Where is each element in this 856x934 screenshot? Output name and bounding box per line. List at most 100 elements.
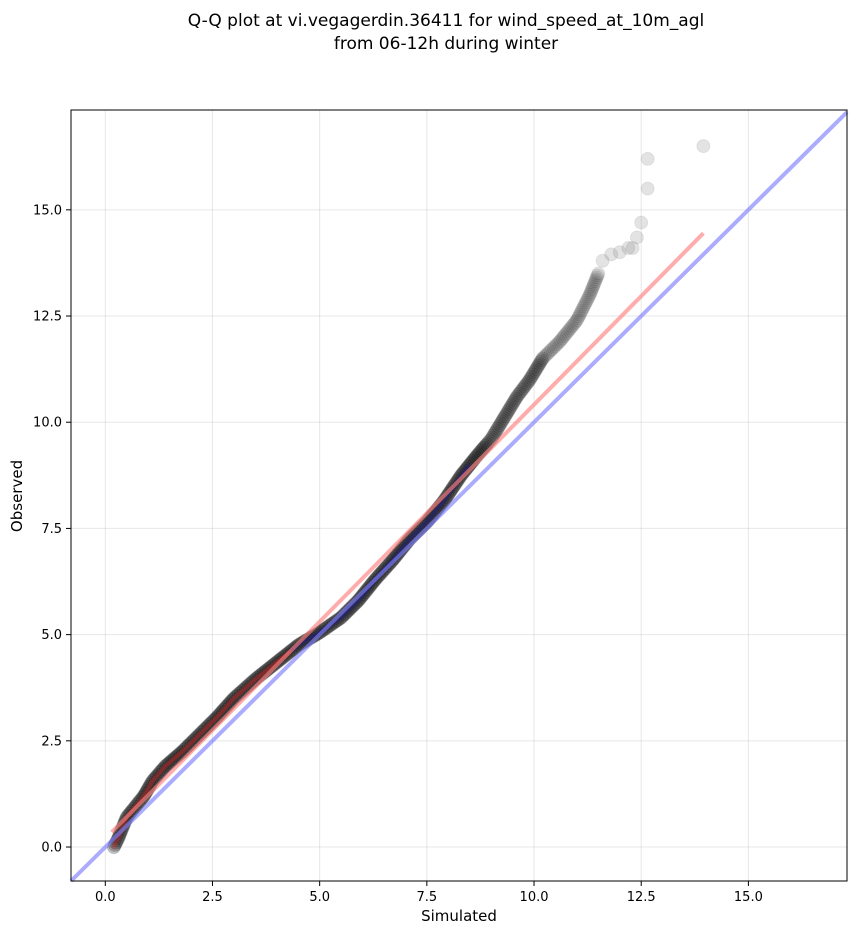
data-point [555,331,570,346]
x-tick-label: 10.0 [520,890,549,905]
data-point [558,327,573,342]
data-point-core [229,697,235,703]
data-point-core [165,761,171,767]
data-point [580,291,595,306]
data-point [497,410,512,425]
data-point [563,321,578,336]
chart-title-line-2: from 06-12h during winter [334,34,558,54]
data-point [490,421,505,436]
data-point-core [224,703,230,709]
data-point [586,278,601,293]
data-point [556,329,571,344]
data-point [356,587,371,602]
data-point [513,384,528,399]
data-point-core [261,670,267,676]
data-point [148,770,163,785]
data-point [585,281,600,296]
data-point-core [148,780,154,786]
data-point [511,388,526,403]
data-point [515,382,530,397]
data-point [578,295,593,310]
data-point [170,748,185,763]
grid [71,110,847,881]
data-point-core [147,782,153,788]
data-point-core [204,724,210,730]
y-tick-label: 2.5 [41,734,62,749]
data-point-core [184,744,190,750]
data-point-core [214,714,220,720]
data-point-core [247,681,253,687]
data-point-core [187,741,193,747]
data-point [571,309,586,324]
data-point-core [170,757,176,763]
data-point [584,283,599,298]
data-point [506,395,521,410]
data-point-core [413,530,419,536]
data-point-core [162,763,168,769]
data-point [531,358,546,373]
data-point [537,349,552,364]
data-point [533,355,548,370]
data-point-core [175,752,181,758]
data-point [161,756,176,771]
data-point [440,488,455,503]
data-point [572,307,587,322]
data-point [500,405,515,420]
data-point-core [155,772,161,778]
data-point [528,363,543,378]
data-point [491,419,506,434]
data-point-core [114,838,120,844]
x-tick-label: 15.0 [734,890,763,905]
data-point [509,389,524,404]
data-point-core [158,768,164,774]
data-point [504,398,519,413]
data-point [512,386,527,401]
data-point-core [173,754,179,760]
data-point [579,293,594,308]
data-point [518,377,533,392]
data-point [524,369,539,384]
y-tick-label: 7.5 [41,522,62,537]
tail-data-point [634,215,649,230]
data-point-core [201,727,207,733]
data-point-core [112,842,118,848]
data-point [529,362,544,377]
tail-data-point [621,241,636,256]
data-point [576,299,591,314]
data-point [521,374,536,389]
data-point [169,749,184,764]
data-point [591,266,606,281]
data-point [564,319,579,334]
data-point [231,686,246,701]
data-point [485,430,500,445]
data-point-core [304,637,310,643]
data-point [554,332,569,347]
data-point-core [404,539,410,545]
data-point-core [432,509,438,515]
data-point [577,297,592,312]
data-point [575,301,590,316]
y-tick-label: 0.0 [41,841,62,856]
x-tick-label: 7.5 [417,890,438,905]
data-point [544,342,559,357]
data-point [225,692,240,707]
tail-data-point [629,230,644,245]
fit-line [110,231,705,834]
data-point-core [164,762,170,768]
tail-data-point [696,139,711,154]
data-point [517,379,532,394]
data-point-core [222,705,228,711]
data-point-core [429,513,435,519]
data-point-core [405,538,411,544]
data-point-core [259,671,265,677]
identity-line [69,110,849,883]
data-point-core [157,770,163,776]
data-point-core [218,710,224,716]
x-tick-label: 0.0 [95,890,116,905]
tail-data-point [595,253,610,268]
data-point-core [159,767,165,773]
data-point [492,418,507,433]
x-tick-label: 2.5 [202,890,223,905]
data-point [583,285,598,300]
